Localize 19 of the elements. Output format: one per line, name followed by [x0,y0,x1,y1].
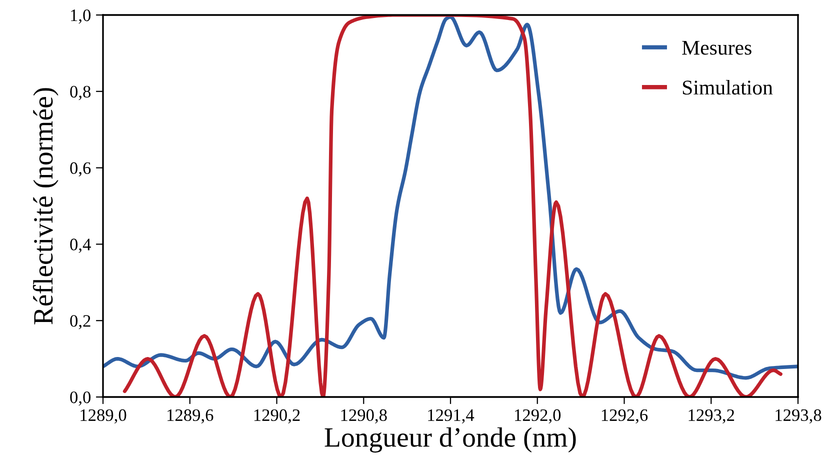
x-tick-label: 1292,0 [515,409,561,424]
y-axis-title: Réflectivité (normée) [32,88,58,324]
x-tick-label: 1289,6 [168,409,214,424]
y-tick-label: 0,6 [70,162,91,176]
x-tick-label: 1292,6 [602,409,648,424]
x-tick-label: 1293,2 [688,409,734,424]
x-tick-label: 1290,2 [254,409,300,424]
y-tick-label: 0,2 [70,315,90,330]
x-tick-label: 1290,8 [341,409,387,424]
y-tick-label: 0,0 [70,391,91,406]
x-axis-title: Longueur d’onde (nm) [324,427,576,453]
y-tick-label: 0,4 [70,238,91,253]
y-tick-label: 1,0 [71,9,91,24]
y-tick-label: 0,8 [70,86,91,100]
x-tick-label: 1291,4 [428,409,474,424]
legend-label: Simulation [682,80,773,95]
x-tick-label: 1289,0 [80,409,126,424]
x-tick-label: 1293,8 [776,409,822,424]
legend-label: Mesures [682,40,752,55]
